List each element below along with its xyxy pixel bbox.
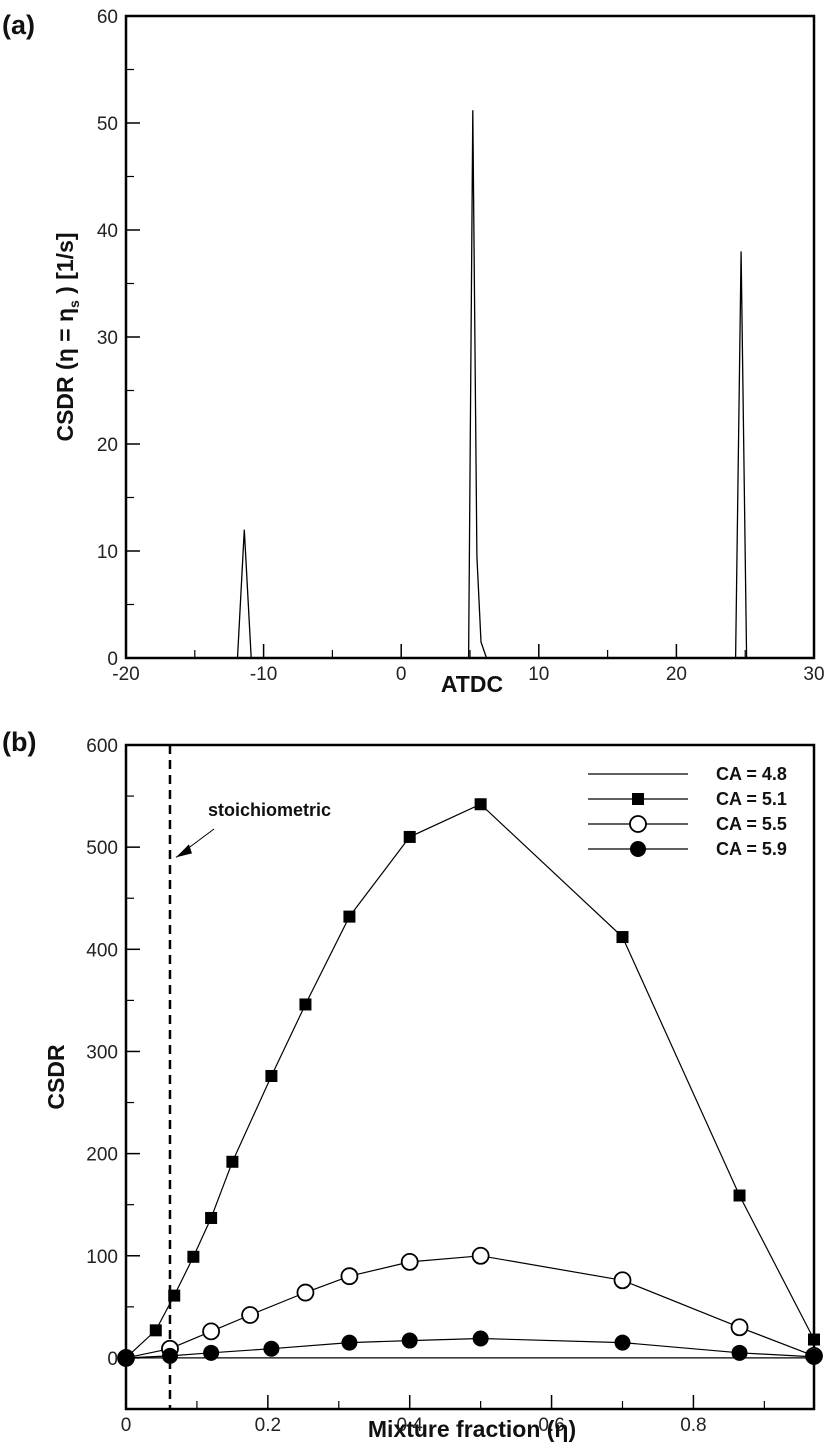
b-series-2-point — [202, 1322, 221, 1341]
panel-a-y-axis-title: CSDR (η = ηs ) [1/s] — [52, 232, 82, 441]
b-x-tick-label: 0 — [121, 1415, 132, 1436]
b-series-3-point — [614, 1334, 631, 1351]
b-y-tick-label: 300 — [86, 1042, 118, 1063]
b-series-1-point — [343, 910, 356, 923]
panel-a-series-group — [126, 110, 814, 659]
legend-label: CA = 5.5 — [716, 814, 787, 834]
legend-marker — [630, 841, 646, 857]
panel-b-y-axis-title: CSDR — [43, 1044, 69, 1110]
b-series-1-point — [265, 1069, 278, 1082]
a-x-tick-label: -20 — [112, 664, 139, 685]
b-series-1-point — [205, 1211, 218, 1224]
a-y-tick-label: 60 — [97, 7, 118, 28]
b-series-3-point — [263, 1340, 280, 1357]
b-series-2-point — [613, 1271, 632, 1290]
b-series-1-point — [733, 1189, 746, 1202]
b-y-tick-label: 200 — [86, 1145, 118, 1166]
a-y-tick-label: 40 — [97, 221, 118, 242]
panel-a-frame — [124, 14, 816, 660]
b-y-tick-label: 100 — [86, 1247, 118, 1268]
panel-b-label: (b) — [2, 727, 36, 757]
b-series-2-point — [340, 1267, 359, 1286]
b-series-2-point — [730, 1318, 749, 1337]
panel-a-x-ticks: -20 -10 0 10 20 30 — [112, 644, 825, 685]
stoichiometric-line-group: stoichiometric — [168, 745, 331, 1409]
a-x-tick-label: 0 — [396, 664, 407, 685]
b-series-3-point — [731, 1344, 748, 1361]
a-series-line — [126, 110, 814, 659]
b-series-1-point — [168, 1289, 181, 1302]
b-series-3-point — [806, 1348, 822, 1365]
b-series-2-point — [471, 1246, 490, 1265]
b-series-line-1 — [125, 803, 815, 1359]
a-x-tick-label: 30 — [803, 664, 824, 685]
annotation-arrow-head — [175, 844, 192, 858]
panel-b-frame — [124, 743, 816, 1411]
b-series-1-point — [299, 998, 312, 1011]
panel-b-y-ticks: 0 100 200 300 400 500 600 — [86, 736, 140, 1410]
b-series-1-point — [226, 1155, 239, 1168]
b-series-3-point — [401, 1332, 418, 1349]
panel-a-y-axis-title-main: CSDR (η = η — [52, 308, 78, 442]
b-series-line-2 — [125, 1255, 815, 1359]
b-y-tick-label: 600 — [86, 736, 118, 757]
panel-a: (a) -20 -10 0 10 20 30 0 10 20 30 40 50 60 ATDC CSD… — [2, 7, 825, 697]
b-y-tick-label: 400 — [86, 940, 118, 961]
b-series-line-3 — [125, 1337, 815, 1359]
b-x-tick-label: 0.6 — [538, 1415, 564, 1436]
panel-b-x-ticks: 0 0.2 0.4 0.6 0.8 — [121, 1395, 765, 1436]
b-series-3-point — [203, 1344, 220, 1361]
a-y-tick-label: 30 — [97, 328, 118, 349]
legend-label: CA = 4.8 — [716, 764, 787, 784]
a-x-tick-label: 20 — [666, 664, 687, 685]
legend-marker — [632, 793, 644, 805]
legend-label: CA = 5.1 — [716, 789, 787, 809]
legend-marker — [629, 815, 647, 833]
b-series-1-point — [403, 830, 416, 843]
stoichiometric-annotation: stoichiometric — [208, 800, 331, 820]
a-x-tick-label: -10 — [250, 664, 277, 685]
b-series-2-point — [400, 1252, 419, 1271]
b-series-1-point — [474, 798, 487, 811]
b-x-tick-label: 0.8 — [680, 1415, 706, 1436]
b-y-tick-label: 0 — [107, 1349, 118, 1370]
a-y-tick-label: 50 — [97, 114, 118, 135]
panel-a-x-axis-title: ATDC — [441, 671, 503, 697]
legend-label: CA = 5.9 — [716, 839, 787, 859]
b-x-tick-label: 0.4 — [397, 1415, 424, 1436]
b-series-1-point — [149, 1324, 162, 1337]
b-series-1-point — [187, 1250, 200, 1263]
panel-a-y-axis-title-subscript: s — [66, 300, 82, 308]
b-series-1-point — [808, 1333, 820, 1346]
panel-a-label: (a) — [2, 10, 35, 40]
panel-b: (b) stoichiometric 0 0.2 0.4 0.6 0.8 0 100 200… — [2, 727, 823, 1442]
panel-b-legend: CA = 4.8 CA = 5.1 CA = 5.5 CA = 5.9 — [588, 764, 787, 859]
b-series-3-point — [161, 1347, 178, 1364]
b-series-3-point — [472, 1330, 489, 1347]
a-y-tick-label: 10 — [97, 542, 118, 563]
panel-b-series-group — [117, 798, 823, 1367]
a-y-tick-label: 20 — [97, 435, 118, 456]
b-x-tick-label: 0.2 — [255, 1415, 281, 1436]
a-y-tick-label: 0 — [107, 649, 118, 670]
b-series-2-point — [241, 1306, 260, 1324]
b-series-1-point — [616, 931, 629, 944]
panel-a-y-ticks: 0 10 20 30 40 50 60 — [97, 7, 140, 670]
b-series-2-point — [296, 1283, 315, 1302]
b-y-tick-label: 500 — [86, 838, 118, 859]
a-x-tick-label: 10 — [528, 664, 549, 685]
panel-a-y-axis-title-tail: ) [1/s] — [52, 232, 78, 300]
b-series-3-point — [341, 1334, 358, 1351]
panel-b-x-axis-title: Mixture fraction (η) — [368, 1416, 576, 1442]
